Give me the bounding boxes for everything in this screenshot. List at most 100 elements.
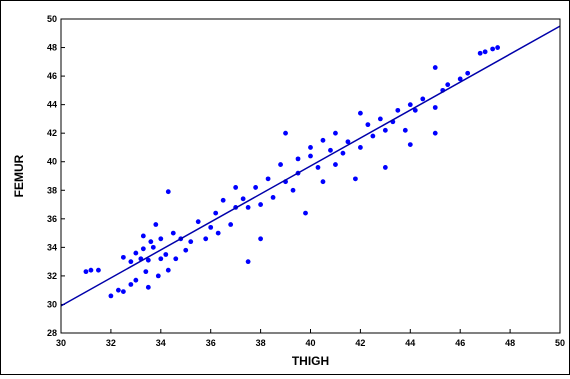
data-point: [133, 277, 139, 283]
data-point: [270, 195, 276, 200]
data-point: [120, 289, 126, 295]
y-tick-label: 42: [47, 128, 57, 138]
x-tick-label: 46: [455, 338, 465, 348]
data-point: [412, 107, 418, 113]
data-point: [303, 210, 308, 216]
x-tick-label: 50: [555, 338, 565, 348]
data-point: [133, 250, 139, 256]
y-tick-label: 48: [47, 43, 57, 53]
data-point: [120, 254, 126, 260]
data-point: [333, 130, 338, 136]
data-point: [407, 102, 413, 108]
x-tick-label: 36: [206, 338, 216, 348]
data-point: [320, 137, 326, 143]
data-point: [128, 259, 134, 265]
data-point: [315, 165, 321, 170]
data-point: [173, 256, 179, 262]
data-point: [328, 147, 333, 153]
y-tick-label: 32: [47, 271, 57, 281]
data-point: [253, 185, 259, 190]
data-point: [407, 142, 413, 148]
data-point: [240, 196, 246, 202]
x-tick-label: 42: [355, 338, 365, 348]
data-point: [432, 65, 438, 70]
data-point: [145, 257, 151, 263]
data-point: [208, 224, 214, 230]
data-point: [158, 236, 164, 242]
data-point: [220, 197, 226, 203]
data-point: [228, 222, 234, 227]
data-point: [158, 256, 164, 262]
data-point: [245, 205, 251, 210]
data-point: [278, 162, 283, 167]
x-tick-label: 48: [505, 338, 515, 348]
data-point: [150, 244, 156, 250]
x-tick-label: 38: [256, 338, 266, 348]
data-point: [308, 153, 313, 159]
data-point: [83, 269, 89, 275]
data-point: [165, 267, 171, 273]
data-point: [148, 239, 154, 245]
data-point: [213, 210, 219, 216]
data-point: [245, 259, 251, 265]
y-tick-label: 38: [47, 185, 57, 195]
data-point: [333, 162, 338, 167]
data-point: [445, 82, 451, 88]
data-point: [188, 239, 194, 245]
y-tick-label: 50: [47, 14, 57, 24]
data-point: [432, 105, 438, 110]
data-point: [115, 287, 121, 293]
data-point: [165, 189, 171, 195]
data-point: [402, 127, 408, 133]
data-point: [377, 116, 383, 122]
data-point: [320, 179, 326, 185]
data-point: [88, 267, 94, 273]
data-point: [353, 176, 358, 182]
data-point: [465, 70, 471, 76]
data-point: [477, 50, 483, 56]
data-point: [358, 110, 363, 116]
data-point: [382, 165, 388, 170]
x-tick-label: 44: [405, 338, 415, 348]
x-axis-ticks: 30 32 34 36 38 40 42 44 46 48 50: [56, 329, 565, 348]
x-tick-label: 40: [305, 338, 315, 348]
data-point: [195, 219, 201, 225]
data-point: [258, 202, 263, 207]
data-point: [295, 156, 301, 162]
data-point: [170, 230, 176, 236]
x-tick-label: 34: [156, 338, 166, 348]
y-axis-label: FEMUR: [12, 154, 26, 197]
y-tick-label: 28: [47, 328, 57, 338]
data-point: [96, 267, 101, 273]
data-point: [420, 96, 426, 102]
data-point: [155, 273, 161, 279]
data-point: [128, 282, 134, 287]
data-point: [482, 49, 488, 55]
x-axis-label: THIGH: [292, 354, 329, 368]
data-point: [340, 150, 346, 156]
x-tick-label: 30: [56, 338, 66, 348]
data-point: [308, 145, 313, 150]
data-point: [370, 133, 376, 139]
data-point: [490, 46, 496, 52]
data-point: [395, 107, 401, 113]
data-point: [183, 247, 189, 253]
y-tick-label: 46: [47, 71, 57, 81]
data-point: [495, 45, 501, 50]
data-point: [258, 236, 263, 242]
data-point: [265, 176, 271, 182]
plot-area-border: [60, 18, 561, 334]
data-point: [140, 233, 146, 239]
y-tick-label: 36: [47, 214, 57, 224]
regression-line: [60, 25, 561, 307]
data-point: [432, 130, 438, 136]
data-point: [345, 139, 351, 145]
data-point: [145, 284, 151, 290]
data-point: [108, 293, 114, 299]
data-point: [140, 246, 146, 252]
data-point: [457, 76, 463, 82]
data-point: [203, 236, 209, 242]
data-point: [382, 127, 388, 133]
